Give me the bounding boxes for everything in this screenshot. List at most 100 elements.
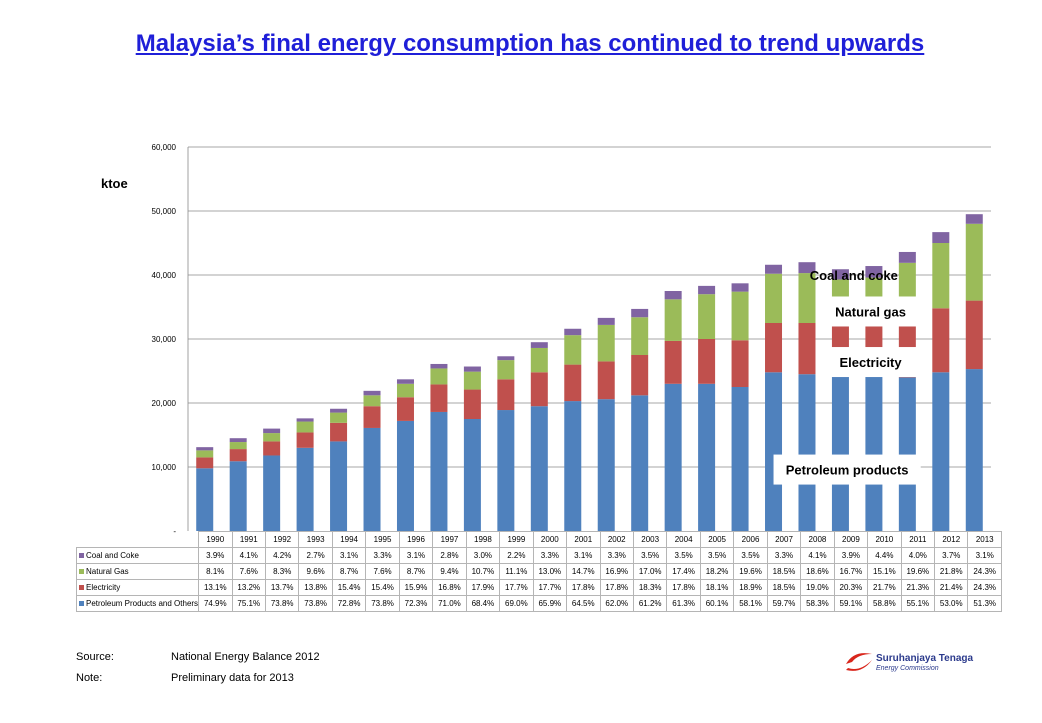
table-cell: 18.3%: [632, 579, 668, 596]
bar-segment: [932, 308, 950, 373]
y-tick-label: 60,000: [152, 143, 177, 152]
table-cell: 19.6%: [900, 563, 936, 580]
source-value: National Energy Balance 2012: [171, 651, 320, 663]
bar-segment: [363, 395, 381, 407]
bar-segment: [564, 401, 582, 531]
table-cell: 8.7%: [331, 563, 367, 580]
table-cell: 3.1%: [566, 547, 601, 564]
table-cell: 13.2%: [231, 579, 266, 596]
table-cell: 3.7%: [934, 547, 969, 564]
bar-segment: [698, 383, 716, 531]
bar-segment: [196, 457, 214, 469]
table-year-header: 2012: [934, 531, 969, 548]
bar-segment: [965, 214, 983, 224]
bar-segment: [463, 419, 481, 531]
table-year-header: 2007: [766, 531, 802, 548]
bar-segment: [698, 339, 716, 384]
table-year-header: 1998: [465, 531, 501, 548]
table-cell: 17.0%: [632, 563, 668, 580]
table-cell: 68.4%: [465, 595, 501, 612]
table-cell: 73.8%: [298, 595, 333, 612]
bar-segment: [798, 262, 816, 274]
table-cell: 69.0%: [499, 595, 534, 612]
bar-segment: [664, 291, 682, 300]
bar-segment: [463, 389, 481, 419]
bar-segment: [530, 406, 548, 531]
table-cell: 9.6%: [298, 563, 333, 580]
bar-segment: [396, 383, 414, 398]
table-cell: 3.5%: [666, 547, 701, 564]
legend-swatch-icon: [79, 585, 84, 591]
table-cell: 13.0%: [532, 563, 568, 580]
table-cell: 75.1%: [231, 595, 266, 612]
legend-swatch-icon: [79, 601, 84, 607]
bar-segment: [798, 273, 816, 323]
table-cell: 18.1%: [699, 579, 735, 596]
note-label: Note:: [76, 672, 103, 684]
bar-segment: [765, 323, 783, 373]
table-cell: 13.8%: [298, 579, 333, 596]
table-row: Electricity 13.1% 13.2% 13.7% 13.8% 15.4% 15.4…: [75, 579, 1002, 596]
table-cell: 4.1%: [231, 547, 266, 564]
table-cell: 18.5%: [766, 563, 802, 580]
bar-segment: [363, 406, 381, 428]
bar-segment: [330, 408, 348, 413]
table-corner: [77, 532, 199, 548]
table-cell: 9.4%: [432, 563, 467, 580]
y-tick-label: 10,000: [152, 463, 177, 472]
annotation-label: Petroleum products: [786, 463, 909, 478]
table-cell: 17.8%: [566, 579, 601, 596]
table-cell: 24.3%: [967, 563, 1002, 580]
bar-segment: [497, 360, 515, 380]
source-label: Source:: [76, 651, 114, 663]
bar-segment: [731, 387, 749, 531]
bar-segment: [932, 232, 950, 243]
bar-segment: [196, 468, 214, 531]
bar-segment: [363, 390, 381, 396]
bar-segment: [263, 433, 281, 442]
y-axis-label: ktoe: [101, 176, 128, 191]
bar-segment: [229, 442, 247, 450]
table-cell: 24.3%: [967, 579, 1002, 596]
table-cell: 62.0%: [599, 595, 634, 612]
table-row: Petroleum Products and Others 74.9% 75.1% 7…: [75, 595, 1002, 612]
table-cell: 72.8%: [331, 595, 367, 612]
bar-segment: [731, 291, 749, 341]
table-cell: 51.3%: [967, 595, 1002, 612]
table-cell: 18.9%: [733, 579, 768, 596]
table-cell: 2.2%: [499, 547, 534, 564]
bar-segment: [296, 418, 314, 422]
table-cell: 7.6%: [231, 563, 266, 580]
bar-segment: [530, 347, 548, 373]
annotation-label: Electricity: [839, 355, 902, 370]
bar-segment: [631, 308, 649, 318]
bar-segment: [597, 324, 615, 362]
table-year-header: 1995: [365, 531, 400, 548]
logo-subtitle: Energy Commission: [876, 665, 939, 672]
table-cell: 3.5%: [632, 547, 668, 564]
table-cell: 3.1%: [398, 547, 434, 564]
table-row-label: Natural Gas: [75, 563, 200, 580]
bar-segment: [731, 340, 749, 387]
bar-segment: [965, 223, 983, 301]
data-table: 1990 1991 1992 1993 1994 1995 1996 1997 1998 1999…: [75, 531, 1002, 612]
table-cell: 11.1%: [499, 563, 534, 580]
table-year-header: 2001: [566, 531, 601, 548]
bar-segment: [396, 420, 414, 531]
bar-segment: [430, 384, 448, 412]
table-cell: 7.6%: [365, 563, 400, 580]
y-tick-label: 50,000: [152, 207, 177, 216]
y-tick-label: 40,000: [152, 271, 177, 280]
table-cell: 14.7%: [566, 563, 601, 580]
bar-segment: [932, 372, 950, 531]
table-cell: 15.1%: [867, 563, 902, 580]
bar-segment: [296, 421, 314, 433]
table-cell: 8.3%: [264, 563, 300, 580]
table-cell: 17.9%: [465, 579, 501, 596]
table-cell: 3.9%: [198, 547, 233, 564]
y-axis-ticks: - 10,000 20,000 30,000 40,000 50,000 60,000: [152, 143, 177, 535]
bar-segment: [196, 450, 214, 458]
table-cell: 65.9%: [532, 595, 568, 612]
table-year-header: 1997: [432, 531, 467, 548]
table-cell: 15.9%: [398, 579, 434, 596]
